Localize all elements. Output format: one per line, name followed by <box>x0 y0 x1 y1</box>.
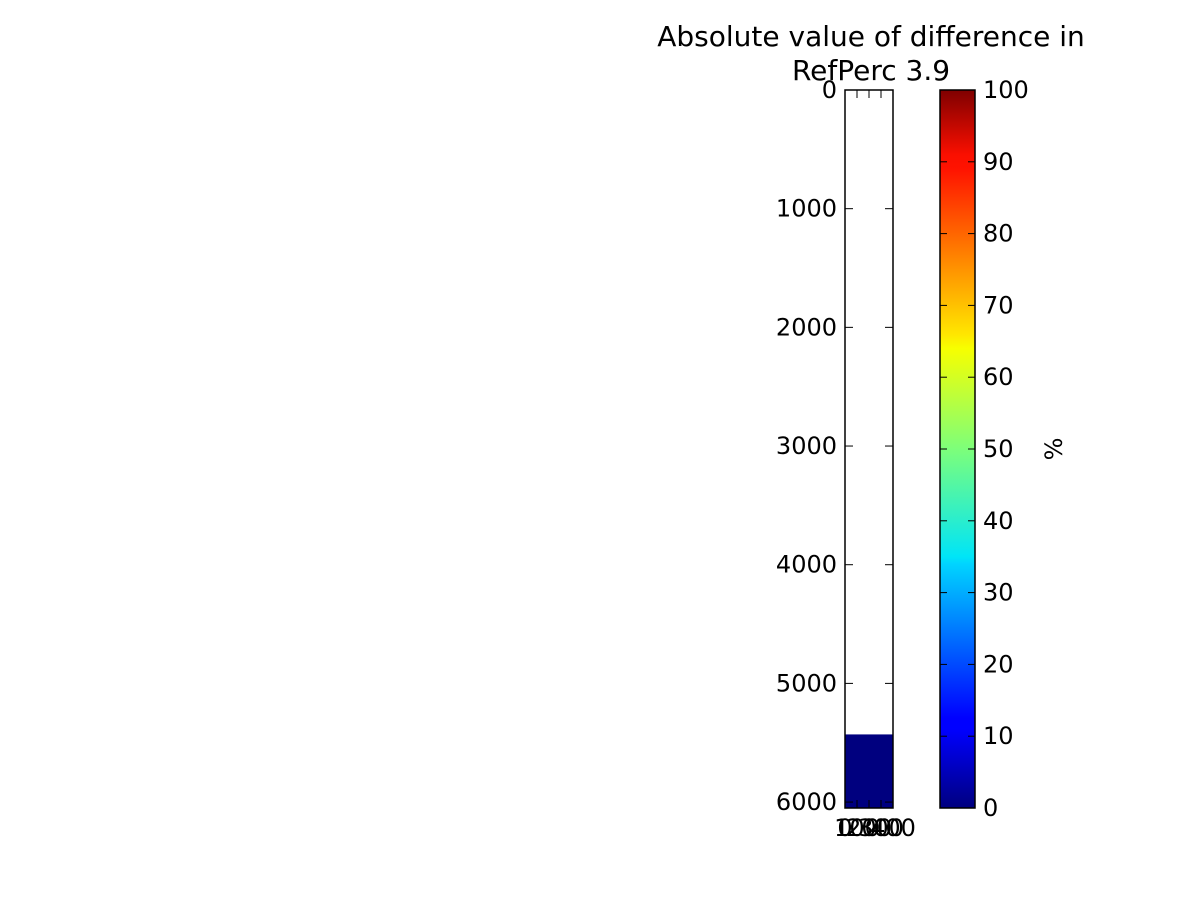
y-tick-label: 3000 <box>776 432 837 460</box>
colorbar-tick-label: 80 <box>983 220 1014 248</box>
colorbar-tick-label: 30 <box>983 579 1014 607</box>
colorbar-label: % <box>1040 438 1068 461</box>
x-tick-label: 400 <box>870 814 916 842</box>
x-tick-label: 300 <box>858 814 904 842</box>
plot-frame <box>844 89 894 809</box>
y-tick-label: 0 <box>822 76 837 104</box>
x-tick-label: 0 <box>837 814 852 842</box>
colorbar-tick-label: 0 <box>983 794 998 822</box>
y-tick-label: 1000 <box>776 195 837 223</box>
heatmap-layer <box>845 734 893 808</box>
colorbar-tick-label: 90 <box>983 148 1014 176</box>
colorbar-tick-label: 100 <box>983 76 1029 104</box>
colorbar: 0 10 20 30 40 50 60 70 80 90 100 % <box>939 76 1068 822</box>
colorbar-tick-label: 40 <box>983 507 1014 535</box>
y-tick-label: 5000 <box>776 669 837 697</box>
colorbar-tick-label: 20 <box>983 650 1014 678</box>
heatmap-cell-block <box>845 734 893 808</box>
colorbar-tick-label: 10 <box>983 722 1014 750</box>
y-tick-label: 2000 <box>776 313 837 341</box>
chart-title: Absolute value of difference in RefPerc … <box>657 20 1085 87</box>
chart-title-line-2: RefPerc 3.9 <box>792 54 950 87</box>
y-axis-ticks: 0 1000 2000 3000 4000 5000 6000 <box>776 76 893 816</box>
colorbar-tick-label: 70 <box>983 291 1014 319</box>
x-tick-label: 100 <box>834 814 880 842</box>
colorbar-tick-label: 50 <box>983 435 1014 463</box>
y-tick-label: 6000 <box>776 788 837 816</box>
chart-title-line-1: Absolute value of difference in <box>657 20 1085 53</box>
x-tick-label: 200 <box>846 814 892 842</box>
colorbar-tick-label: 60 <box>983 363 1014 391</box>
y-tick-label: 4000 <box>776 551 837 579</box>
colorbar-ticks: 0 10 20 30 40 50 60 70 80 90 100 <box>940 76 1029 822</box>
